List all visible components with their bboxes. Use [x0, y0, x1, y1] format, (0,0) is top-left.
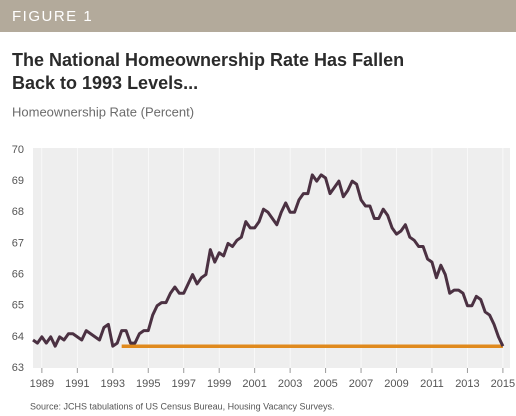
x-tick-label: 2009 [384, 378, 408, 390]
y-tick-label: 64 [12, 331, 24, 343]
x-tick-label: 2011 [420, 378, 444, 390]
y-tick-label: 69 [12, 175, 24, 187]
plot-area [33, 148, 510, 368]
chart-title: The National Homeownership Rate Has Fall… [12, 50, 404, 70]
x-tick-label: 2007 [349, 378, 373, 390]
y-tick-label: 65 [12, 300, 24, 312]
source-note: Source: JCHS tabulations of US Census Bu… [30, 401, 334, 411]
x-tick-label: 1991 [65, 378, 89, 390]
header-band [0, 0, 516, 32]
x-tick-label: 2005 [313, 378, 337, 390]
figure-label: FIGURE 1 [12, 8, 93, 25]
x-tick-label: 2013 [455, 378, 479, 390]
x-tick-label: 1989 [30, 378, 54, 390]
y-tick-label: 66 [12, 268, 24, 280]
x-tick-label: 1993 [101, 378, 125, 390]
x-tick-label: 1999 [207, 378, 231, 390]
y-tick-label: 67 [12, 237, 24, 249]
y-tick-label: 70 [12, 144, 24, 156]
x-tick-label: 2001 [242, 378, 266, 390]
x-tick-label: 2015 [491, 378, 515, 390]
x-tick-label: 2003 [278, 378, 302, 390]
chart-title: Back to 1993 Levels... [12, 73, 198, 93]
x-tick-label: 1995 [136, 378, 160, 390]
data-line [32, 173, 505, 348]
y-tick-label: 63 [12, 362, 24, 374]
chart-subtitle: Homeownership Rate (Percent) [12, 104, 194, 119]
y-tick-label: 68 [12, 206, 24, 218]
x-tick-label: 1997 [171, 378, 195, 390]
